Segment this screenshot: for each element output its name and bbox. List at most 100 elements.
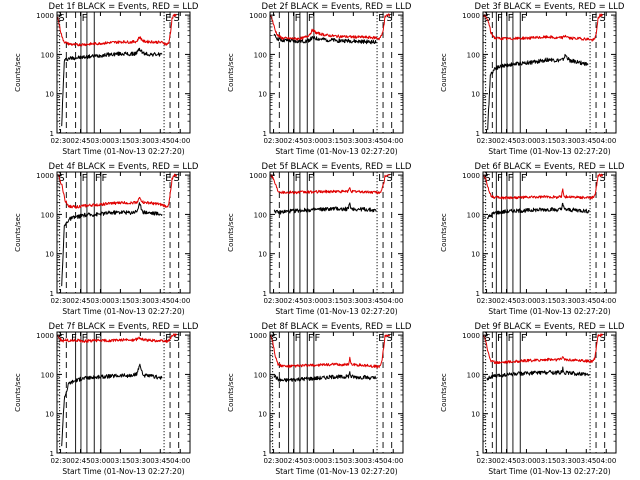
x-tick-label: 04:00	[170, 457, 190, 465]
flag-label: F	[521, 13, 527, 24]
x-tick-label: 02:45	[283, 457, 303, 465]
y-axis-label: Counts/sec	[440, 373, 448, 412]
x-axis-label: Start Time (01-Nov-13 02:27:20)	[275, 467, 397, 476]
flag-label: F	[295, 13, 301, 24]
x-tick-label: 02:45	[283, 297, 303, 305]
flag-label: F	[497, 333, 503, 344]
panel-title: Det 8f BLACK = Events, RED = LLD	[262, 322, 412, 332]
x-tick-label: 03:00	[303, 297, 323, 305]
flag-label: F	[82, 13, 88, 24]
y-tick-label: 10	[258, 411, 267, 419]
flag-label: E	[378, 333, 384, 344]
x-tick-label: 02:30	[263, 297, 283, 305]
flag-label: E	[591, 13, 597, 24]
flag-label: F	[295, 173, 301, 184]
y-tick-label: 1000	[36, 12, 54, 20]
flag-label: E	[165, 333, 171, 344]
series-line-red	[270, 174, 391, 195]
series-line-black	[273, 33, 377, 45]
plot-frame	[482, 171, 617, 294]
flag-label: S	[58, 333, 64, 344]
panel-det-4: Det 4f BLACK = Events, RED = LLD Counts/s…	[14, 162, 199, 316]
x-tick-label: 03:15	[323, 137, 343, 145]
x-tick-label: 04:00	[170, 137, 190, 145]
x-axis-label: Start Time (01-Nov-13 02:27:20)	[62, 467, 184, 476]
x-tick-label: 03:45	[363, 137, 383, 145]
series-line-black	[487, 53, 589, 130]
x-axis-label: Start Time (01-Nov-13 02:27:20)	[275, 147, 397, 156]
flag-label: F	[521, 173, 527, 184]
y-tick-label: 100	[467, 211, 480, 219]
flag-label: S	[58, 13, 64, 24]
panel-det-3: Det 3f BLACK = Events, RED = LLD Counts/s…	[440, 2, 625, 156]
x-tick-label: 03:00	[303, 137, 323, 145]
y-tick-label: 100	[254, 51, 267, 59]
x-tick-label: 03:30	[343, 297, 363, 305]
y-tick-label: 10	[45, 91, 54, 99]
flag-label: S	[484, 13, 490, 24]
panel-det-7: Det 7f BLACK = Events, RED = LLD Counts/s…	[14, 322, 199, 476]
panel-title: Det 3f BLACK = Events, RED = LLD	[475, 2, 625, 12]
x-tick-label: 04:00	[596, 457, 616, 465]
x-tick-label: 02:45	[70, 457, 90, 465]
flag-label: L	[591, 173, 597, 184]
y-tick-label: 100	[467, 51, 480, 59]
series-line-red	[57, 333, 178, 343]
y-tick-label: 1000	[36, 172, 54, 180]
y-tick-label: 10	[258, 91, 267, 99]
x-tick-label: 03:45	[150, 297, 170, 305]
y-tick-label: 1000	[249, 332, 267, 340]
x-tick-label: 03:30	[130, 297, 150, 305]
x-tick-label: 03:00	[90, 137, 110, 145]
plot-frame	[269, 331, 404, 454]
series-line-black	[273, 371, 377, 383]
series-line-red	[483, 333, 604, 365]
series-line-red	[483, 13, 603, 42]
y-tick-label: 1	[476, 130, 480, 138]
x-tick-label: 02:45	[70, 137, 90, 145]
series-line-red	[270, 13, 391, 41]
y-tick-label: 100	[467, 371, 480, 379]
x-tick-label: 02:45	[283, 137, 303, 145]
flag-label: S	[173, 173, 179, 184]
flag-label: F	[308, 13, 314, 24]
y-tick-label: 1000	[462, 172, 480, 180]
x-tick-label: 02:30	[263, 457, 283, 465]
flag-label: S	[386, 13, 392, 24]
x-tick-label: 02:30	[50, 137, 70, 145]
x-tick-label: 03:00	[516, 137, 536, 145]
flag-label: F	[95, 173, 101, 184]
y-axis-label: Counts/sec	[440, 213, 448, 252]
plot-frame	[482, 11, 617, 134]
flag-label: F	[102, 173, 108, 184]
y-tick-label: 1000	[249, 172, 267, 180]
flag-label: F	[497, 13, 503, 24]
y-axis-label: Counts/sec	[227, 373, 235, 412]
y-tick-label: 1	[476, 450, 480, 458]
x-axis-label: Start Time (01-Nov-13 02:27:20)	[488, 147, 610, 156]
y-tick-label: 1000	[249, 12, 267, 20]
series-line-black	[61, 202, 163, 287]
x-tick-label: 04:00	[383, 457, 403, 465]
x-axis-label: Start Time (01-Nov-13 02:27:20)	[488, 307, 610, 316]
x-tick-label: 03:30	[343, 137, 363, 145]
y-tick-label: 10	[471, 91, 480, 99]
flag-label: F	[95, 333, 101, 344]
panel-det-5: Det 5f BLACK = Events, RED = LLD Counts/s…	[227, 162, 412, 316]
x-tick-label: 03:30	[343, 457, 363, 465]
x-tick-label: 03:00	[90, 297, 110, 305]
plot-frame	[269, 11, 404, 134]
x-tick-label: 04:00	[596, 297, 616, 305]
x-tick-label: 02:45	[496, 457, 516, 465]
flag-label: S	[484, 333, 490, 344]
y-axis-label: Counts/sec	[440, 53, 448, 92]
x-tick-label: 02:30	[50, 457, 70, 465]
y-tick-label: 10	[471, 251, 480, 259]
x-tick-label: 03:45	[150, 137, 170, 145]
x-tick-label: 03:30	[556, 137, 576, 145]
flag-label: E	[165, 173, 171, 184]
series-line-black	[61, 363, 163, 447]
y-axis-label: Counts/sec	[227, 213, 235, 252]
panel-det-1: Det 1f BLACK = Events, RED = LLD Counts/s…	[14, 2, 199, 156]
panel-det-2: Det 2f BLACK = Events, RED = LLD Counts/s…	[227, 2, 412, 156]
